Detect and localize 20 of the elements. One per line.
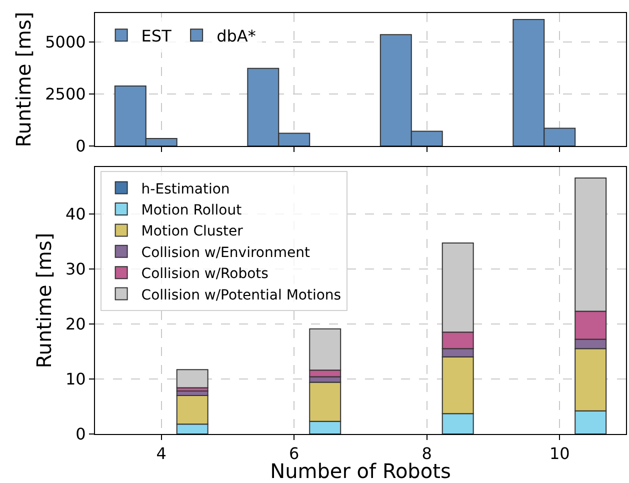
- y-tick-label: 30: [65, 259, 86, 278]
- y-axis-title: Runtime [ms]: [12, 12, 36, 148]
- legend-label: Collision w/Environment: [141, 244, 310, 261]
- y-tick-label: 40: [65, 204, 86, 224]
- legend-label: Collision w/Potential Motions: [141, 287, 342, 304]
- legend-label: EST: [141, 26, 172, 46]
- legend-label: dbA*: [216, 26, 256, 46]
- y-tick-label: 10: [65, 370, 86, 389]
- y-axis-title: Runtime [ms]: [32, 232, 56, 368]
- y-tick-label: 0: [76, 136, 86, 156]
- x-tick-label: 4: [156, 444, 166, 464]
- y-tick-label: 20: [65, 314, 86, 334]
- legend-label: h-Estimation: [141, 181, 230, 198]
- y-tick-label: 5000: [45, 32, 86, 52]
- y-tick-label: 2500: [45, 84, 86, 104]
- legend-label: Motion Rollout: [141, 202, 242, 218]
- x-tick-label: 10: [549, 444, 570, 464]
- y-tick-label: 0: [76, 424, 86, 444]
- legend-label: Motion Cluster: [141, 224, 244, 240]
- legend-label: Collision w/Robots: [141, 266, 268, 282]
